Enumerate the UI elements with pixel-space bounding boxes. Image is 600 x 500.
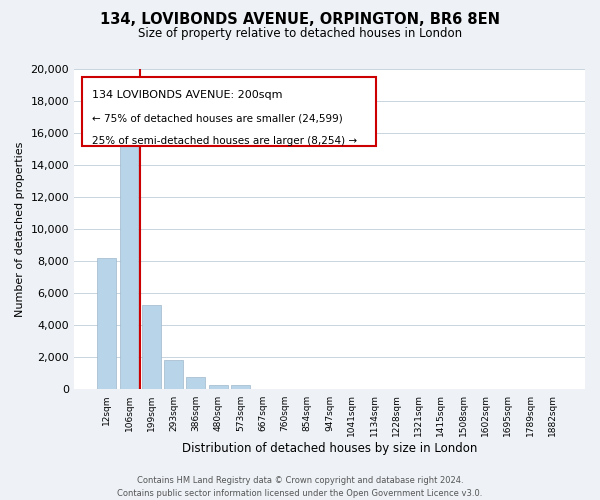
X-axis label: Distribution of detached houses by size in London: Distribution of detached houses by size … bbox=[182, 442, 477, 455]
Bar bbox=[209, 385, 227, 390]
Bar bbox=[97, 258, 116, 390]
Text: Contains HM Land Registry data © Crown copyright and database right 2024.
Contai: Contains HM Land Registry data © Crown c… bbox=[118, 476, 482, 498]
Bar bbox=[142, 304, 161, 390]
Text: ← 75% of detached houses are smaller (24,599): ← 75% of detached houses are smaller (24… bbox=[92, 114, 343, 124]
Bar bbox=[119, 124, 139, 390]
FancyBboxPatch shape bbox=[82, 77, 376, 146]
Bar bbox=[231, 385, 250, 390]
Text: Size of property relative to detached houses in London: Size of property relative to detached ho… bbox=[138, 28, 462, 40]
Bar bbox=[187, 376, 205, 390]
Text: 134 LOVIBONDS AVENUE: 200sqm: 134 LOVIBONDS AVENUE: 200sqm bbox=[92, 90, 283, 100]
Text: 134, LOVIBONDS AVENUE, ORPINGTON, BR6 8EN: 134, LOVIBONDS AVENUE, ORPINGTON, BR6 8E… bbox=[100, 12, 500, 28]
Bar bbox=[164, 360, 183, 390]
Y-axis label: Number of detached properties: Number of detached properties bbox=[15, 142, 25, 317]
Text: 25% of semi-detached houses are larger (8,254) →: 25% of semi-detached houses are larger (… bbox=[92, 136, 357, 146]
